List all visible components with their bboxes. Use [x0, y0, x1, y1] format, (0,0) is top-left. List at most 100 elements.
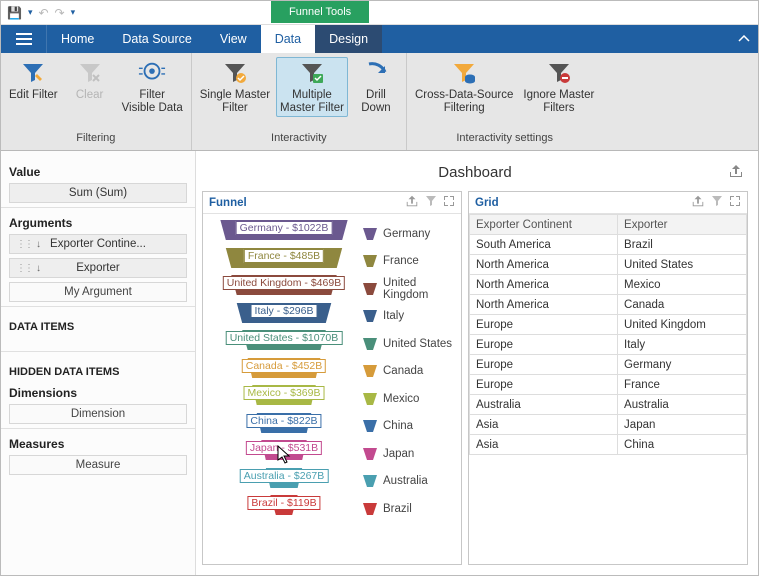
- grid-col-continent[interactable]: Exporter Continent: [470, 215, 618, 235]
- legend-item: Mexico: [363, 385, 455, 413]
- argument-field-1[interactable]: ↓Exporter Contine...: [9, 234, 187, 254]
- multiple-master-filter-button[interactable]: Multiple Master Filter: [276, 57, 348, 117]
- dashboard-area: Dashboard Funnel Germany - $1022BFrance …: [196, 151, 758, 575]
- tab-data[interactable]: Data: [261, 25, 315, 53]
- funnel-legend: GermanyFranceUnited KingdomItalyUnited S…: [363, 220, 455, 558]
- legend-item: Japan: [363, 440, 455, 468]
- undo-icon[interactable]: ↶: [38, 6, 48, 20]
- funnel-label: Italy - $296B: [251, 304, 318, 318]
- edit-filter-button[interactable]: Edit Filter: [5, 57, 62, 104]
- group-label-filtering: Filtering: [1, 132, 191, 150]
- ignore-filter-icon: [545, 59, 573, 87]
- dimensions-heading: Dimensions: [9, 386, 187, 400]
- funnel-label: Australia - $267B: [240, 469, 329, 483]
- edit-filter-label: Edit Filter: [9, 89, 58, 102]
- table-row[interactable]: North AmericaMexico: [470, 275, 747, 295]
- funnel-segment[interactable]: Germany - $1022B: [209, 220, 359, 248]
- group-label-interactivity-settings: Interactivity settings: [407, 132, 602, 150]
- table-row[interactable]: EuropeFrance: [470, 375, 747, 395]
- funnel-label: United Kingdom - $469B: [223, 276, 345, 290]
- save-icon[interactable]: 💾: [7, 6, 22, 20]
- dimension-placeholder[interactable]: Dimension: [9, 404, 187, 424]
- argument-field-2[interactable]: ↓Exporter: [9, 258, 187, 278]
- qat-dropdown-icon[interactable]: ▾: [28, 7, 33, 18]
- ribbon: Edit Filter Clear Filter Visible Data Fi…: [1, 53, 758, 151]
- data-items-heading: DATA ITEMS: [9, 321, 187, 333]
- funnel-segment[interactable]: Canada - $452B: [209, 358, 359, 386]
- ignore-master-filters-button[interactable]: Ignore Master Filters: [519, 57, 598, 117]
- legend-item: United Kingdom: [363, 275, 455, 303]
- table-row[interactable]: EuropeGermany: [470, 355, 747, 375]
- export-icon[interactable]: [728, 163, 744, 182]
- panel-export-icon[interactable]: [405, 194, 419, 211]
- tab-data-source[interactable]: Data Source: [108, 25, 205, 53]
- legend-item: China: [363, 413, 455, 441]
- table-row[interactable]: AustraliaAustralia: [470, 395, 747, 415]
- ribbon-group-filtering: Edit Filter Clear Filter Visible Data Fi…: [1, 53, 192, 150]
- legend-item: United States: [363, 330, 455, 358]
- cross-data-source-button[interactable]: Cross-Data-Source Filtering: [411, 57, 517, 117]
- ribbon-group-interactivity: Single Master Filter Multiple Master Fil…: [192, 53, 407, 150]
- legend-item: Italy: [363, 303, 455, 331]
- table-row[interactable]: EuropeItaly: [470, 335, 747, 355]
- cross-ds-label: Cross-Data-Source Filtering: [415, 89, 513, 115]
- table-row[interactable]: AsiaChina: [470, 435, 747, 455]
- multiple-filter-icon: [298, 59, 326, 87]
- value-heading: Value: [9, 165, 187, 179]
- panel-filter-icon[interactable]: [425, 195, 437, 210]
- measures-heading: Measures: [9, 437, 187, 451]
- measure-placeholder[interactable]: Measure: [9, 455, 187, 475]
- redo-icon[interactable]: ↷: [55, 6, 65, 20]
- funnel-segment[interactable]: Italy - $296B: [209, 303, 359, 331]
- tab-design[interactable]: Design: [315, 25, 382, 53]
- ignore-master-label: Ignore Master Filters: [523, 89, 594, 115]
- filter-clear-icon: [76, 59, 104, 87]
- tab-home[interactable]: Home: [47, 25, 108, 53]
- table-row[interactable]: EuropeUnited Kingdom: [470, 315, 747, 335]
- single-filter-icon: [221, 59, 249, 87]
- argument-placeholder[interactable]: My Argument: [9, 282, 187, 302]
- grid-export-icon[interactable]: [691, 194, 705, 211]
- funnel-segment[interactable]: China - $822B: [209, 413, 359, 441]
- panel-maximize-icon[interactable]: [443, 195, 455, 210]
- dashboard-title: Dashboard: [438, 164, 511, 181]
- data-items-panel: Value Sum (Sum) Arguments ↓Exporter Cont…: [1, 151, 196, 575]
- funnel-chart: Germany - $1022BFrance - $485B United Kin…: [209, 220, 359, 558]
- qat-dropdown2-icon[interactable]: ▾: [71, 7, 76, 18]
- drill-down-button[interactable]: Drill Down: [350, 57, 402, 117]
- table-row[interactable]: South AmericaBrazil: [470, 235, 747, 255]
- funnel-label: France - $485B: [244, 249, 324, 263]
- value-field-pill[interactable]: Sum (Sum): [9, 183, 187, 203]
- funnel-label: Mexico - $369B: [244, 386, 325, 400]
- funnel-segment[interactable]: Brazil - $119B: [209, 495, 359, 523]
- table-row[interactable]: North AmericaCanada: [470, 295, 747, 315]
- funnel-segment[interactable]: United Kingdom - $469B: [209, 275, 359, 303]
- filter-visible-icon: [138, 59, 166, 87]
- clear-label: Clear: [76, 89, 103, 102]
- legend-item: France: [363, 248, 455, 276]
- grid-filter-icon[interactable]: [711, 195, 723, 210]
- grid-maximize-icon[interactable]: [729, 195, 741, 210]
- drill-down-label: Drill Down: [361, 89, 390, 115]
- dashboard-header: Dashboard: [202, 157, 748, 187]
- arguments-heading: Arguments: [9, 216, 187, 230]
- table-row[interactable]: North AmericaUnited States: [470, 255, 747, 275]
- table-row[interactable]: AsiaJapan: [470, 415, 747, 435]
- funnel-segment[interactable]: United States - $1070B: [209, 330, 359, 358]
- hamburger-icon[interactable]: [1, 25, 47, 53]
- funnel-panel: Funnel Germany - $1022BFrance - $485BUni…: [202, 191, 462, 565]
- grid-col-exporter[interactable]: Exporter: [618, 215, 747, 235]
- funnel-segment[interactable]: Mexico - $369B: [209, 385, 359, 413]
- clear-filter-button[interactable]: Clear: [64, 57, 116, 104]
- legend-item: Australia: [363, 468, 455, 496]
- filter-visible-label: Filter Visible Data: [122, 89, 183, 115]
- single-master-filter-button[interactable]: Single Master Filter: [196, 57, 274, 117]
- cross-ds-icon: [450, 59, 478, 87]
- funnel-segment[interactable]: Australia - $267B: [209, 468, 359, 496]
- collapse-ribbon-icon[interactable]: [738, 32, 750, 46]
- filter-visible-data-button[interactable]: Filter Visible Data: [118, 57, 187, 117]
- tab-view[interactable]: View: [206, 25, 261, 53]
- quick-access-toolbar: 💾 ▾ ↶ ↷ ▾ Funnel Tools: [1, 1, 758, 25]
- funnel-segment[interactable]: France - $485B: [209, 248, 359, 276]
- context-tab-funnel-tools: Funnel Tools: [271, 1, 369, 23]
